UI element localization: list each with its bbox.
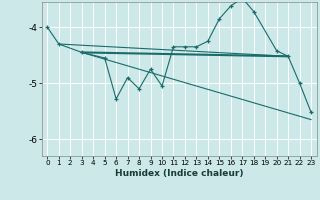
X-axis label: Humidex (Indice chaleur): Humidex (Indice chaleur) [115, 169, 244, 178]
